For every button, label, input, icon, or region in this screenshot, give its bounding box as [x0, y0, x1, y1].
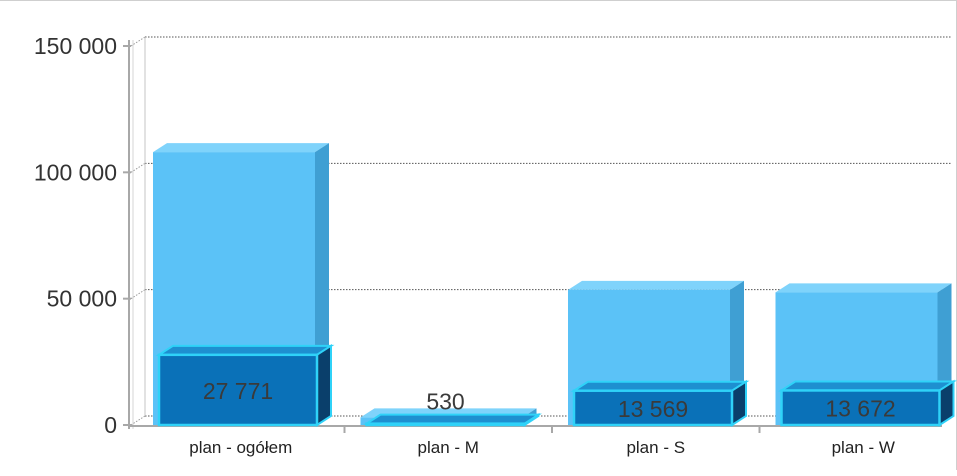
bar-front-0-face — [157, 353, 319, 427]
bar-front-0 — [155, 344, 335, 427]
data-label: 13 569 — [618, 396, 688, 422]
bar-front-2-top — [570, 380, 750, 392]
bar-front-2-side — [731, 379, 747, 427]
bar-front-2-face — [572, 389, 734, 427]
bar-front-3-side — [938, 379, 955, 427]
bar-front-3-face — [780, 389, 941, 427]
x-tick-label: plan - W — [832, 438, 895, 457]
bar-back-0-top — [153, 143, 329, 153]
bar-front-1-face — [365, 422, 526, 427]
x-tick-label: plan - ogółem — [189, 438, 292, 457]
x-axis-labels: plan - ogółem plan - M plan - S plan - W — [189, 438, 895, 457]
y-tick-label: 150 000 — [34, 33, 117, 59]
bar-front-3-top — [778, 380, 957, 392]
data-label: 530 — [426, 389, 464, 415]
bar-front-2 — [570, 379, 750, 427]
y-axis: 0 50 000 100 000 150 000 — [34, 33, 942, 438]
bar-front-1 — [363, 412, 542, 427]
data-label: 13 672 — [825, 396, 895, 422]
x-tick-label: plan - M — [418, 438, 479, 457]
data-label: 27 771 — [203, 378, 273, 404]
bar-front-0-side — [316, 344, 332, 427]
y-tick-label: 0 — [104, 412, 117, 438]
bar-front-0-top — [155, 344, 335, 356]
bar-front-1-top — [363, 413, 542, 425]
bar-back-2-top — [568, 280, 744, 290]
bar-back-3-top — [775, 283, 952, 293]
bar-front-3 — [778, 379, 957, 427]
y-tick-label: 100 000 — [34, 159, 117, 185]
y-tick-label: 50 000 — [47, 286, 117, 312]
x-tick-label: plan - S — [626, 438, 685, 457]
bars: 27 771 530 13 569 13 672 — [153, 143, 957, 427]
